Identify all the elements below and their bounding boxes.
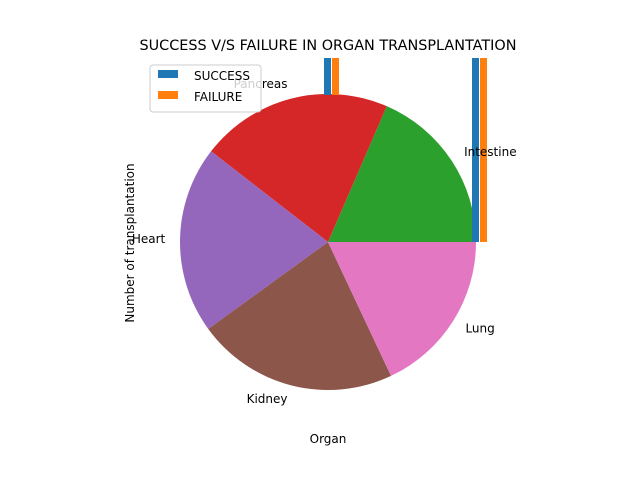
slice-label-lung: Lung bbox=[465, 322, 494, 336]
slice-label-kidney: Kidney bbox=[247, 392, 288, 406]
bar-success-intestine bbox=[472, 58, 479, 242]
x-axis-label: Organ bbox=[310, 432, 347, 446]
pie-slice-kidney bbox=[208, 242, 392, 391]
pie-slice-intestine bbox=[328, 106, 476, 242]
chart-title: SUCCESS V/S FAILURE IN ORGAN TRANSPLANTA… bbox=[140, 38, 517, 54]
bar-failure-intestine bbox=[480, 58, 487, 242]
legend-swatch-success bbox=[158, 70, 178, 78]
bar-success-pancreas bbox=[324, 58, 331, 95]
pie-slices bbox=[180, 93, 476, 391]
legend-label-success: SUCCESS bbox=[194, 69, 250, 83]
y-axis-label: Number of transplantation bbox=[123, 163, 137, 322]
pie-slice-lung bbox=[328, 242, 476, 376]
legend: SUCCESS FAILURE bbox=[149, 64, 262, 113]
slice-label-intestine: Intestine bbox=[464, 145, 517, 159]
pie-slice-heart bbox=[180, 151, 328, 329]
bar-failure-pancreas bbox=[332, 58, 339, 95]
legend-label-failure: FAILURE bbox=[194, 90, 242, 104]
slice-label-heart: Heart bbox=[132, 232, 166, 246]
bar-marks bbox=[324, 58, 487, 242]
legend-swatch-failure bbox=[158, 91, 178, 99]
pie-slice-pancreas bbox=[211, 93, 387, 242]
